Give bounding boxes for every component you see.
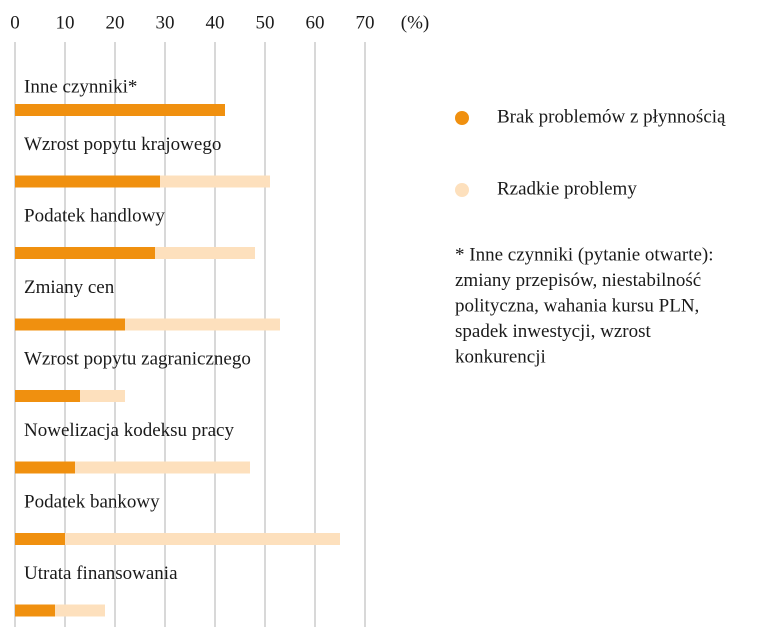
note-line: polityczna, wahania kursu PLN, xyxy=(455,295,699,316)
bar xyxy=(15,461,75,474)
bar xyxy=(15,533,65,545)
note-line: zmiany przepisów, niestabilność xyxy=(455,270,701,291)
category-label: Inne czynniki* xyxy=(24,76,137,97)
category-label: Wzrost popytu krajowego xyxy=(24,134,221,155)
legend-swatch xyxy=(455,111,469,125)
category-label: Zmiany cen xyxy=(24,277,115,298)
x-tick-label: 30 xyxy=(156,12,175,33)
note-line: * Inne czynniki (pytanie otwarte): xyxy=(455,244,714,265)
x-tick-label: 0 xyxy=(10,12,20,33)
category-label: Podatek bankowy xyxy=(24,491,160,512)
note-line: spadek inwestycji, wzrost xyxy=(455,321,651,342)
bar xyxy=(15,104,225,116)
category-label: Wzrost popytu zagranicznego xyxy=(24,348,251,369)
category-label: Nowelizacja kodeksu pracy xyxy=(24,420,234,441)
note-line: konkurencji xyxy=(455,346,546,367)
x-axis-unit: (%) xyxy=(401,12,429,33)
category-label: Podatek handlowy xyxy=(24,205,165,226)
x-tick-label: 60 xyxy=(306,12,325,33)
legend-swatch xyxy=(455,183,469,197)
bar xyxy=(15,390,80,402)
legend-label: Brak problemów z płynnością xyxy=(497,106,726,127)
x-tick-label: 40 xyxy=(206,12,225,33)
x-tick-label: 50 xyxy=(256,12,275,33)
bar xyxy=(15,533,340,545)
bar xyxy=(15,604,55,617)
x-tick-label: 10 xyxy=(56,12,75,33)
x-tick-label: 70 xyxy=(356,12,375,33)
legend-label: Rzadkie problemy xyxy=(497,178,637,199)
category-label: Utrata finansowania xyxy=(24,563,178,584)
x-tick-label: 20 xyxy=(106,12,125,33)
bar xyxy=(15,318,125,331)
bar xyxy=(15,175,160,188)
bar xyxy=(15,247,155,259)
